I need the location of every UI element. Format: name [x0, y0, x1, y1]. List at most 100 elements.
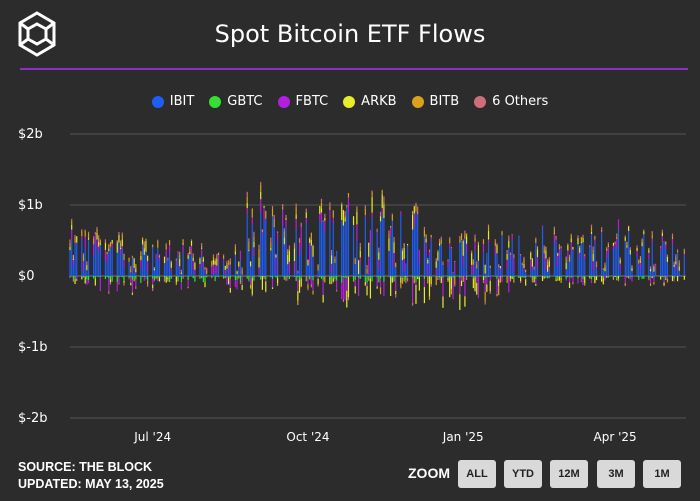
bar-6-others	[368, 280, 370, 281]
bar-ibit	[521, 266, 523, 276]
bar-fbtc	[258, 267, 260, 274]
bar-ibit	[71, 240, 73, 276]
bar-gbtc	[307, 276, 309, 277]
bar-6-others	[435, 258, 437, 262]
bar-ibit	[180, 274, 182, 276]
bar-arkb	[460, 280, 463, 287]
bar-arkb	[592, 253, 594, 262]
bar-gbtc	[204, 276, 206, 283]
bar-6-others	[439, 238, 441, 242]
bar-6-others	[391, 213, 393, 215]
source-text: SOURCE: THE BLOCK	[18, 460, 153, 474]
zoom-3m-button[interactable]: 3M	[597, 460, 635, 488]
bar-arkb	[293, 248, 296, 262]
bar-gbtc	[366, 276, 368, 283]
bar-ibit	[187, 258, 189, 276]
legend-item-bitb[interactable]: BITB	[411, 94, 459, 109]
bar-ibit	[307, 265, 309, 276]
bar-gbtc	[369, 276, 372, 279]
zoom-12m-button[interactable]: 12M	[550, 460, 588, 488]
bar-gbtc	[523, 276, 525, 278]
bar-arkb	[170, 262, 172, 268]
bar-ibit	[412, 229, 414, 276]
bar-gbtc	[265, 276, 267, 280]
bar-bitb	[499, 276, 501, 282]
bar-gbtc	[163, 276, 166, 279]
bar-gbtc	[258, 276, 260, 277]
legend-item-arkb[interactable]: ARKB	[343, 94, 397, 109]
bar-gbtc	[168, 276, 171, 282]
bar-ibit	[594, 242, 596, 276]
bar-6-others	[222, 254, 225, 256]
bar-6-others	[401, 248, 404, 251]
bar-bitb	[513, 279, 515, 283]
bar-fbtc	[282, 209, 284, 226]
bar-gbtc	[214, 276, 216, 282]
bar-fbtc	[423, 278, 426, 288]
zoom-all-button[interactable]: ALL	[458, 460, 496, 488]
bar-gbtc	[393, 276, 395, 282]
bar-ibit	[568, 261, 571, 276]
bar-6-others	[476, 261, 478, 265]
bar-bitb	[584, 283, 586, 286]
bar-ibit	[96, 248, 98, 276]
bar-gbtc	[282, 276, 284, 277]
bar-ibit	[536, 267, 539, 276]
bar-fbtc	[639, 262, 642, 271]
bar-ibit	[167, 260, 169, 276]
bar-ibit	[342, 225, 344, 276]
bar-arkb	[258, 257, 260, 268]
bar-arkb	[251, 277, 253, 295]
bar-fbtc	[366, 282, 368, 287]
bar-fbtc	[354, 279, 356, 287]
bar-fbtc	[513, 257, 515, 272]
bar-arkb	[557, 253, 559, 256]
bar-bitb	[201, 245, 203, 248]
zoom-1m-button[interactable]: 1M	[643, 460, 681, 488]
bar-6-others	[423, 226, 426, 230]
bar-6-others	[678, 260, 680, 263]
bar-fbtc	[383, 281, 385, 297]
bar-bitb	[131, 294, 134, 296]
bar-6-others	[649, 266, 652, 269]
bar-gbtc	[249, 276, 252, 277]
bar-gbtc	[99, 276, 101, 277]
zoom-ytd-button[interactable]: YTD	[504, 460, 542, 488]
bar-gbtc	[71, 276, 73, 277]
bar-6-others	[508, 235, 510, 240]
bar-gbtc	[236, 276, 238, 280]
bar-6-others	[187, 252, 189, 256]
legend-item-others[interactable]: 6 Others	[474, 94, 548, 109]
bar-6-others	[602, 268, 604, 271]
bar-bitb	[567, 276, 569, 278]
bar-6-others	[276, 231, 279, 234]
bar-bitb	[547, 261, 549, 266]
bar-ibit	[582, 242, 584, 276]
bar-6-others	[629, 247, 631, 251]
bar-gbtc	[653, 276, 655, 277]
bar-fbtc	[651, 238, 653, 243]
bar-fbtc	[108, 278, 110, 292]
bar-fbtc	[165, 249, 167, 259]
bar-fbtc	[319, 213, 321, 221]
legend-item-fbtc[interactable]: FBTC	[277, 94, 328, 109]
bar-fbtc	[199, 263, 201, 269]
bar-6-others	[643, 229, 645, 232]
bar-6-others	[648, 278, 650, 281]
bar-gbtc	[74, 276, 76, 279]
bar-bitb	[423, 229, 426, 237]
bar-6-others	[346, 204, 348, 208]
legend-item-ibit[interactable]: IBIT	[151, 94, 194, 109]
bar-gbtc	[346, 276, 348, 278]
bar-gbtc	[661, 276, 663, 278]
bar-ibit	[76, 242, 78, 276]
bar-gbtc	[310, 276, 312, 277]
bar-arkb	[390, 276, 392, 296]
bar-bitb	[285, 276, 287, 281]
bar-ibit	[509, 258, 512, 276]
bar-gbtc	[275, 276, 277, 278]
legend-item-gbtc[interactable]: GBTC	[209, 94, 263, 109]
bar-6-others	[450, 246, 453, 249]
bar-ibit	[155, 259, 157, 276]
bar-6-others	[177, 251, 179, 253]
